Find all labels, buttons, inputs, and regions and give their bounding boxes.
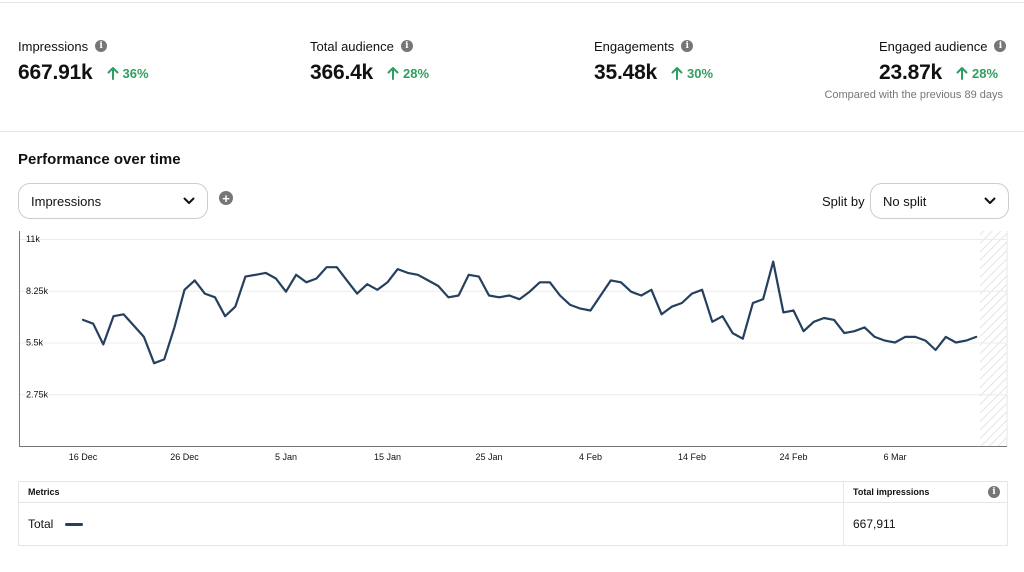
row-value: 667,911 (853, 517, 896, 531)
y-tick-label: 11k (26, 234, 40, 244)
add-metric-icon[interactable]: + (219, 191, 233, 205)
performance-chart[interactable]: 11k 8.25k 5.5k 2.75k 16 Dec 26 Dec 5 Jan 15 Ja… (0, 230, 1024, 470)
metrics-table: Metrics Total impressions i Total 667,91… (18, 481, 1008, 546)
stat-label: Impressions (18, 38, 89, 54)
stat-value: 35.48k (594, 61, 658, 84)
stat-delta: 28% (387, 66, 429, 81)
stat-label-row: Impressions i (18, 38, 149, 54)
metric-select-value: Impressions (31, 193, 102, 209)
section-title: Performance over time (18, 151, 181, 168)
stat-engaged-audience: Engaged audience i 23.87k 28% (879, 38, 1007, 85)
comparison-note: Compared with the previous 89 days (824, 89, 1003, 101)
stat-delta-value: 30% (687, 65, 714, 81)
stat-value: 366.4k (310, 61, 374, 84)
x-tick-label: 6 Mar (883, 452, 906, 462)
x-tick-label: 15 Jan (374, 452, 401, 462)
y-tick-label: 2.75k (26, 389, 49, 399)
info-icon[interactable]: i (988, 486, 1000, 498)
split-select[interactable]: No split (870, 183, 1009, 219)
y-tick-label: 5.5k (26, 338, 44, 348)
arrow-up-icon (387, 67, 399, 80)
y-tick-label: 8.25k (26, 286, 49, 296)
stat-delta: 36% (107, 66, 149, 81)
chevron-down-icon (183, 197, 195, 204)
stat-impressions: Impressions i 667.91k 36% (18, 38, 149, 85)
x-tick-label: 5 Jan (275, 452, 297, 462)
arrow-up-icon (671, 67, 683, 80)
line-chart[interactable]: 11k 8.25k 5.5k 2.75k 16 Dec 26 Dec 5 Jan 15 Ja… (0, 230, 1024, 470)
split-by-label: Split by (822, 194, 865, 209)
stat-delta: 30% (671, 66, 713, 81)
impressions-series-line[interactable] (81, 260, 978, 365)
x-tick-label: 25 Jan (475, 452, 502, 462)
top-divider (0, 2, 1024, 3)
stat-label: Engaged audience (879, 38, 988, 54)
legend-swatch (65, 522, 84, 526)
stat-delta-value: 36% (122, 65, 149, 81)
stat-label: Total audience (310, 38, 394, 54)
stat-engagements: Engagements i 35.48k 30% (594, 38, 713, 85)
x-tick-label: 4 Feb (579, 452, 602, 462)
stat-value: 667.91k (18, 61, 93, 84)
x-tick-label: 14 Feb (678, 452, 706, 462)
stat-delta-value: 28% (403, 65, 430, 81)
arrow-up-icon (107, 67, 119, 80)
arrow-up-icon (956, 67, 968, 80)
stat-delta: 28% (956, 66, 998, 81)
incomplete-period-hatch (980, 231, 1007, 446)
stat-label-row: Engagements i (594, 38, 713, 54)
info-icon[interactable]: i (681, 40, 694, 52)
stat-label: Engagements (594, 38, 675, 54)
column-header-metrics: Metrics (28, 487, 60, 497)
column-divider (843, 482, 844, 545)
stat-total-audience: Total audience i 366.4k 28% (310, 38, 429, 85)
table-row-label: Total (28, 517, 84, 531)
x-tick-label: 16 Dec (69, 452, 98, 462)
info-icon[interactable]: i (400, 40, 413, 52)
row-label: Total (28, 517, 54, 531)
column-header-total: Total impressions (853, 487, 930, 497)
table-header (19, 482, 1007, 503)
stat-label-row: Total audience i (310, 38, 429, 54)
x-tick-label: 26 Dec (170, 452, 199, 462)
info-icon[interactable]: i (994, 40, 1007, 52)
section-divider (0, 131, 1024, 132)
split-select-value: No split (883, 193, 927, 209)
stat-value: 23.87k (879, 61, 943, 84)
metric-select[interactable]: Impressions (18, 183, 208, 219)
stat-label-row: Engaged audience i (879, 38, 1007, 54)
x-tick-label: 24 Feb (779, 452, 807, 462)
stat-delta-value: 28% (972, 65, 999, 81)
chevron-down-icon (984, 197, 996, 204)
info-icon[interactable]: i (95, 40, 108, 52)
